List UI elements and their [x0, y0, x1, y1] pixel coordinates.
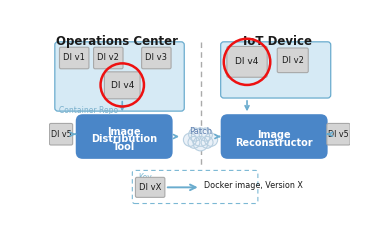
- Text: DI v4: DI v4: [235, 57, 259, 66]
- Text: Docker image, Version X: Docker image, Version X: [203, 181, 303, 189]
- Circle shape: [193, 137, 208, 151]
- Circle shape: [199, 128, 212, 141]
- Text: DI vX: DI vX: [139, 183, 161, 192]
- FancyBboxPatch shape: [277, 48, 308, 73]
- Circle shape: [183, 133, 196, 146]
- FancyBboxPatch shape: [104, 72, 140, 99]
- FancyBboxPatch shape: [60, 47, 89, 69]
- Text: Reconstructor: Reconstructor: [235, 138, 313, 148]
- Text: Distribution: Distribution: [91, 134, 157, 144]
- Circle shape: [189, 128, 202, 141]
- Text: DI v1: DI v1: [63, 54, 85, 62]
- FancyBboxPatch shape: [76, 114, 173, 159]
- FancyBboxPatch shape: [94, 47, 123, 69]
- Text: Operations Center: Operations Center: [56, 35, 178, 48]
- Text: DI v4: DI v4: [110, 81, 134, 90]
- Text: DI v5: DI v5: [328, 130, 349, 139]
- FancyBboxPatch shape: [221, 42, 331, 98]
- Circle shape: [205, 133, 218, 146]
- FancyBboxPatch shape: [227, 46, 267, 77]
- Text: IoT Device: IoT Device: [243, 35, 312, 48]
- FancyBboxPatch shape: [132, 170, 258, 203]
- Circle shape: [188, 137, 200, 148]
- Text: DI v2: DI v2: [97, 54, 119, 62]
- Text: Image: Image: [107, 127, 140, 137]
- Text: DI v2: DI v2: [282, 56, 304, 65]
- Text: Patch: Patch: [189, 127, 212, 136]
- Text: Container Repo: Container Repo: [60, 106, 119, 115]
- Text: Key: Key: [138, 173, 152, 182]
- Text: DI v5: DI v5: [51, 130, 72, 139]
- Circle shape: [201, 137, 213, 148]
- Text: Tool: Tool: [113, 142, 135, 152]
- FancyBboxPatch shape: [221, 114, 328, 159]
- Circle shape: [191, 128, 210, 146]
- FancyBboxPatch shape: [49, 123, 73, 145]
- Text: DI v3: DI v3: [145, 54, 167, 62]
- FancyBboxPatch shape: [142, 47, 171, 69]
- FancyBboxPatch shape: [327, 123, 350, 145]
- Text: Image: Image: [258, 130, 291, 140]
- FancyBboxPatch shape: [135, 177, 165, 197]
- FancyBboxPatch shape: [55, 42, 184, 111]
